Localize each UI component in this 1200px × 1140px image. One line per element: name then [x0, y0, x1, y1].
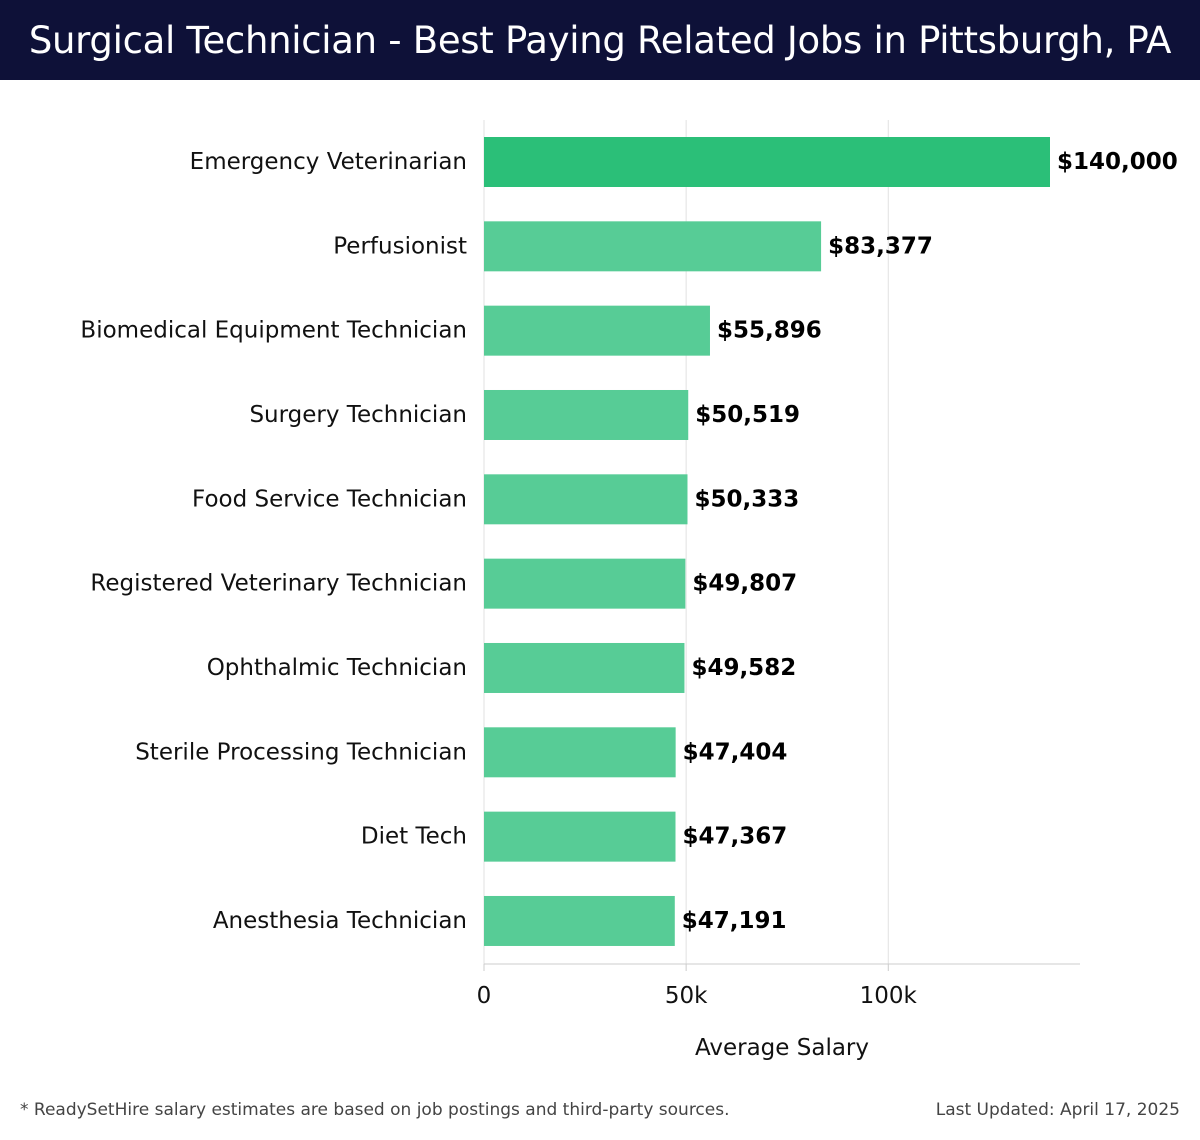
category-label: Diet Tech — [361, 824, 467, 850]
value-label: $55,896 — [717, 318, 822, 344]
x-tick-label: 100k — [860, 983, 918, 1009]
bar — [484, 895, 675, 946]
bar — [484, 137, 1050, 187]
bar-chart: Emergency Veterinarian $140,000 Perfusioni… — [80, 120, 1178, 1061]
bar — [484, 305, 710, 356]
bar — [484, 811, 676, 862]
value-label: $50,333 — [694, 486, 799, 512]
bar — [484, 558, 686, 609]
x-axis-title: Average Salary — [695, 1035, 869, 1061]
category-label: Food Service Technician — [192, 486, 467, 512]
category-label: Sterile Processing Technician — [135, 739, 467, 765]
value-label: $49,582 — [691, 655, 796, 681]
value-label: $47,367 — [682, 824, 787, 850]
value-label: $47,404 — [683, 739, 788, 765]
category-label: Emergency Veterinarian — [190, 149, 467, 175]
x-tick-label: 50k — [665, 983, 708, 1009]
value-label: $140,000 — [1057, 149, 1178, 175]
bar — [484, 389, 689, 440]
category-label: Biomedical Equipment Technician — [80, 318, 467, 344]
value-label: $83,377 — [828, 233, 933, 259]
value-label: $49,807 — [692, 571, 797, 597]
category-label: Perfusionist — [333, 233, 467, 259]
chart-title: Surgical Technician - Best Paying Relate… — [28, 18, 1172, 62]
bar — [484, 221, 822, 272]
x-tick-label: 0 — [477, 983, 492, 1009]
category-label: Ophthalmic Technician — [207, 655, 467, 681]
value-label: $47,191 — [682, 908, 787, 934]
category-label: Anesthesia Technician — [213, 908, 467, 934]
value-label: $50,519 — [695, 402, 800, 428]
category-label: Surgery Technician — [249, 402, 467, 428]
title-bar: Surgical Technician - Best Paying Relate… — [0, 0, 1200, 80]
last-updated: Last Updated: April 17, 2025 — [935, 1100, 1180, 1120]
bar — [484, 727, 676, 778]
bar — [484, 474, 688, 525]
footer-note: * ReadySetHire salary estimates are base… — [20, 1100, 730, 1120]
bar — [484, 642, 685, 693]
category-label: Registered Veterinary Technician — [90, 571, 467, 597]
